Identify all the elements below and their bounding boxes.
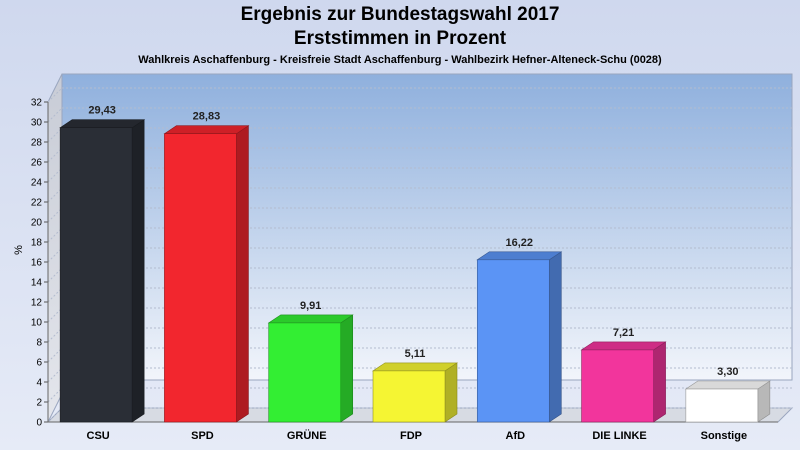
gridline bbox=[47, 267, 63, 283]
bar-top bbox=[163, 125, 250, 134]
gridline bbox=[47, 367, 63, 383]
y-tick-label: 26 bbox=[31, 158, 43, 169]
gridline bbox=[47, 387, 63, 403]
y-tick-label: 20 bbox=[31, 218, 43, 229]
y-tick-label: 6 bbox=[36, 358, 42, 369]
y-tick-label: 22 bbox=[31, 198, 43, 209]
bar bbox=[372, 370, 446, 423]
bar bbox=[581, 349, 654, 423]
bar bbox=[164, 133, 237, 423]
bar-top bbox=[372, 362, 458, 372]
y-tick-label: 10 bbox=[31, 318, 43, 329]
y-tick-label: 0 bbox=[36, 418, 42, 429]
x-tick-label: Sonstige bbox=[701, 430, 747, 442]
gridline bbox=[47, 407, 63, 423]
x-tick-label: AfD bbox=[506, 430, 526, 442]
y-tick-label: 4 bbox=[36, 378, 42, 389]
gridline bbox=[47, 107, 63, 123]
gridline bbox=[47, 347, 63, 363]
x-tick-label: FDP bbox=[400, 430, 422, 442]
gridline bbox=[47, 127, 63, 143]
bar bbox=[59, 127, 133, 423]
gridline bbox=[47, 227, 63, 243]
data-label: 3,30 bbox=[717, 366, 738, 378]
bar-side bbox=[236, 125, 249, 423]
bar-top bbox=[476, 251, 563, 261]
chart-subtitle-line: Erststimmen in Prozent bbox=[293, 28, 507, 49]
bar-side bbox=[548, 251, 562, 423]
bar-side bbox=[131, 119, 145, 423]
gridline bbox=[47, 207, 63, 223]
x-tick-label: GRÜNE bbox=[287, 429, 327, 442]
gridline bbox=[47, 327, 63, 343]
data-label: 16,22 bbox=[506, 237, 534, 249]
y-tick-label: 30 bbox=[31, 118, 43, 129]
bar-top bbox=[267, 314, 354, 324]
data-label: 28,83 bbox=[193, 111, 221, 123]
x-tick-label: DIE LINKE bbox=[592, 430, 646, 442]
gridline bbox=[47, 307, 63, 323]
y-tick-label: 28 bbox=[31, 138, 43, 149]
y-tick-label: 16 bbox=[31, 258, 43, 269]
gridline bbox=[47, 187, 63, 203]
gridline bbox=[47, 167, 63, 183]
bar-top bbox=[684, 380, 771, 390]
bar-side bbox=[340, 314, 354, 423]
gridline bbox=[47, 87, 63, 103]
y-tick-label: 24 bbox=[31, 178, 43, 189]
gridline bbox=[47, 247, 63, 263]
y-tick-label: 8 bbox=[36, 338, 42, 349]
bar-side bbox=[653, 341, 666, 423]
x-tick-label: SPD bbox=[191, 430, 214, 442]
data-label: 29,43 bbox=[88, 105, 116, 117]
y-axis-label: % bbox=[13, 245, 25, 255]
chart-title: Ergebnis zur Bundestagswahl 2017 bbox=[240, 4, 560, 25]
gridline bbox=[47, 287, 63, 303]
data-label: 9,91 bbox=[300, 300, 321, 312]
bar bbox=[268, 322, 342, 423]
data-label: 7,21 bbox=[613, 327, 634, 339]
y-tick-label: 32 bbox=[31, 98, 43, 109]
y-tick-label: 12 bbox=[31, 298, 43, 309]
gridline bbox=[47, 147, 63, 163]
x-tick-label: CSU bbox=[87, 430, 110, 442]
data-label: 5,11 bbox=[405, 348, 426, 360]
bar-side bbox=[444, 362, 458, 423]
y-tick-label: 2 bbox=[36, 398, 42, 409]
bar bbox=[685, 388, 759, 423]
bar-top bbox=[59, 119, 146, 128]
bar bbox=[476, 259, 550, 423]
y-tick-label: 18 bbox=[31, 238, 43, 249]
chart-subtitle: Wahlkreis Aschaffenburg - Kreisfreie Sta… bbox=[138, 54, 662, 66]
bar-top bbox=[580, 341, 667, 351]
y-tick-label: 14 bbox=[31, 278, 43, 289]
